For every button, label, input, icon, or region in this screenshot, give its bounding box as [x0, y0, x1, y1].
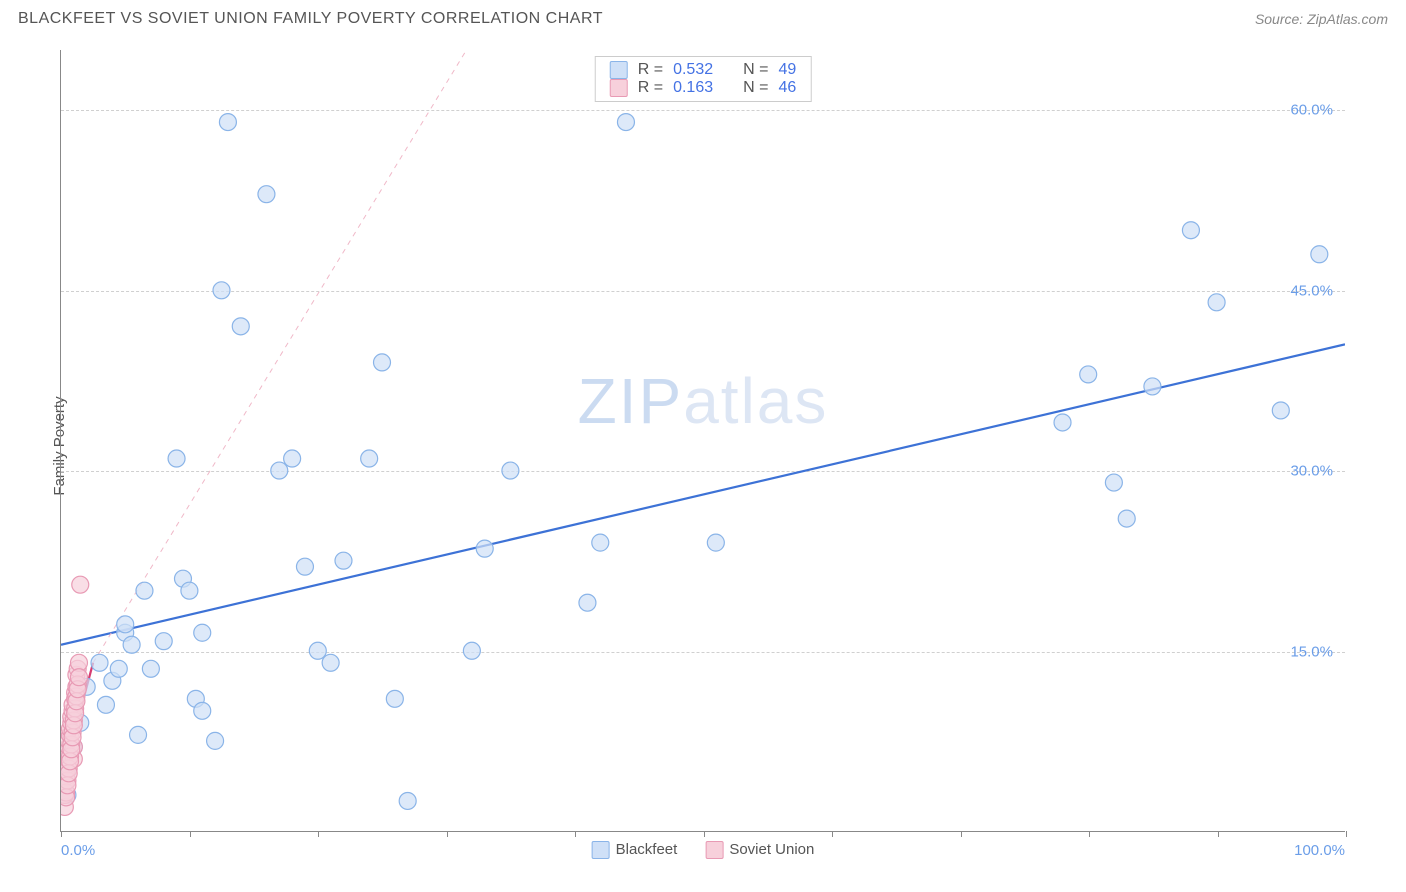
r-label: R =	[638, 79, 663, 97]
legend-item: Blackfeet	[592, 841, 678, 859]
x-axis-max-label: 100.0%	[1294, 842, 1345, 859]
legend-item: Soviet Union	[705, 841, 814, 859]
x-tick	[704, 831, 705, 837]
source-attribution: Source: ZipAtlas.com	[1255, 11, 1388, 27]
x-axis-min-label: 0.0%	[61, 842, 95, 859]
x-tick	[1218, 831, 1219, 837]
x-tick	[447, 831, 448, 837]
x-tick	[1089, 831, 1090, 837]
source-name: ZipAtlas.com	[1307, 11, 1388, 27]
legend-swatch	[705, 841, 723, 859]
x-tick	[961, 831, 962, 837]
correlation-legend: R = 0.532 N = 49 R = 0.163 N = 46	[595, 56, 812, 102]
x-tick	[61, 831, 62, 837]
n-label: N =	[743, 79, 768, 97]
legend-label: Blackfeet	[616, 841, 678, 858]
x-tick	[1346, 831, 1347, 837]
x-tick	[575, 831, 576, 837]
r-label: R =	[638, 61, 663, 79]
header: BLACKFEET VS SOVIET UNION FAMILY POVERTY…	[18, 10, 1388, 28]
legend-swatch	[610, 79, 628, 97]
legend-swatch	[592, 841, 610, 859]
r-value: 0.532	[673, 61, 713, 79]
plot-area: ZIPatlas R =0.532N =49R =0.163N =46 0.0%…	[60, 50, 1345, 832]
legend-label: Soviet Union	[729, 841, 814, 858]
legend-swatch	[610, 61, 628, 79]
legend-row: R = 0.163 N = 46	[610, 79, 797, 97]
n-value: 49	[778, 61, 796, 79]
x-tick	[190, 831, 191, 837]
x-tick	[832, 831, 833, 837]
x-tick	[318, 831, 319, 837]
n-value: 46	[778, 79, 796, 97]
n-label: N =	[743, 61, 768, 79]
legend-row: R = 0.532 N = 49	[610, 61, 797, 79]
source-prefix: Source:	[1255, 11, 1307, 27]
series-legend: Blackfeet Soviet Union	[592, 841, 815, 859]
chart-title: BLACKFEET VS SOVIET UNION FAMILY POVERTY…	[18, 10, 603, 28]
chart-svg	[61, 50, 1345, 831]
r-value: 0.163	[673, 79, 713, 97]
